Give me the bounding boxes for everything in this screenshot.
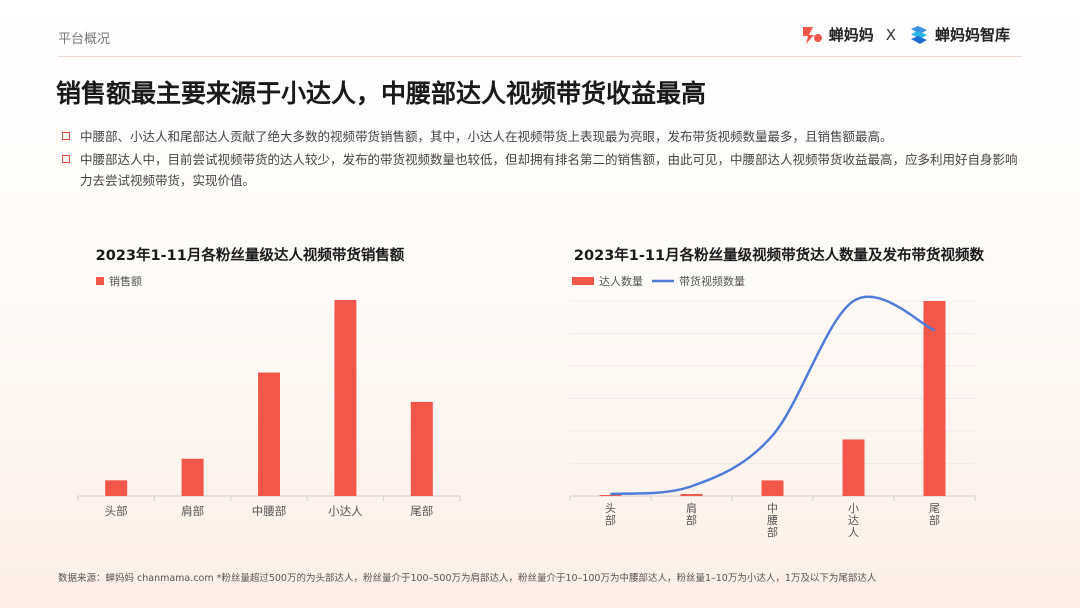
creator-count-bar bbox=[761, 480, 784, 496]
video-count-point bbox=[772, 435, 773, 437]
bullet-item: 中腰部、小达人和尾部达人贡献了绝大多数的视频带货销售额，其中，小达人在视频带货上… bbox=[62, 126, 1024, 147]
sales-bar bbox=[334, 300, 357, 496]
x-tick-label: 尾部 bbox=[929, 502, 940, 527]
video-count-line bbox=[610, 295, 936, 496]
chanmama-logo: 蝉妈妈 bbox=[800, 24, 874, 45]
sales-bar bbox=[258, 372, 280, 496]
sales-bar bbox=[410, 401, 433, 496]
legend-label: 带货视频数量 bbox=[679, 274, 745, 288]
legend-label: 销售额 bbox=[109, 274, 142, 288]
x-tick-label: 肩部 bbox=[181, 504, 204, 518]
source-footnote: 数据来源：蝉妈妈 chanmama.com *粉丝量超过500万的为头部达人，粉… bbox=[58, 573, 877, 584]
x-tick-label: 头部 bbox=[105, 504, 128, 518]
creator-count-bar bbox=[923, 301, 946, 496]
sales-bar bbox=[105, 480, 128, 496]
chart-title: 2023年1-11月各粉丝量级达人视频带货销售额 bbox=[96, 246, 405, 264]
bullet-item: 中腰部达人中，目前尝试视频带货的达人较少，发布的带货视频数量也较低，但却拥有排名… bbox=[62, 149, 1024, 191]
sales-bar bbox=[181, 458, 204, 496]
x-tick-label: 小达人 bbox=[328, 504, 363, 518]
creator-count-bar bbox=[842, 439, 865, 496]
creator-count-bar bbox=[599, 495, 622, 497]
creator-count-bar bbox=[680, 494, 703, 496]
creator-video-combo-chart: 2023年1-11月各粉丝量级视频带货达人数量及发布带货视频数 达人数量 带货视… bbox=[569, 246, 985, 539]
x-tick-label: 中腰部 bbox=[252, 504, 287, 518]
video-count-point bbox=[610, 493, 611, 495]
x-tick-label: 尾部 bbox=[410, 504, 433, 518]
legend-swatch-bars bbox=[572, 277, 594, 285]
bullet-text: 中腰部达人中，目前尝试视频带货的达人较少，发布的带货视频数量也较低，但却拥有排名… bbox=[80, 152, 1018, 188]
legend-label: 达人数量 bbox=[599, 275, 643, 288]
brand-left-text: 蝉妈妈 bbox=[828, 26, 874, 44]
video-count-point bbox=[691, 485, 692, 487]
brand-separator: X bbox=[885, 25, 896, 44]
section-label: 平台概况 bbox=[58, 32, 111, 47]
page-title: 销售额最主要来源于小达人，中腰部达人视频带货收益最高 bbox=[56, 79, 707, 108]
square-bullet-icon bbox=[62, 132, 70, 140]
x-tick-label: 头部 bbox=[605, 502, 616, 527]
chanmama-zhiku-logo: 蝉妈妈智库 bbox=[908, 24, 1010, 45]
bullet-text: 中腰部、小达人和尾部达人贡献了绝大多数的视频带货销售额，其中，小达人在视频带货上… bbox=[80, 129, 893, 144]
chanmama-logo-icon bbox=[802, 26, 822, 44]
x-tick-label: 中腰部 bbox=[767, 502, 778, 539]
chart-title: 2023年1-11月各粉丝量级视频带货达人数量及发布带货视频数 bbox=[574, 246, 985, 264]
brand-right-text: 蝉妈妈智库 bbox=[934, 26, 1010, 44]
bullet-list: 中腰部、小达人和尾部达人贡献了绝大多数的视频带货销售额，其中，小达人在视频带货上… bbox=[62, 126, 1024, 193]
x-tick-label: 肩部 bbox=[686, 501, 697, 527]
video-count-point bbox=[853, 300, 854, 302]
header-divider bbox=[58, 56, 1022, 57]
square-bullet-icon bbox=[62, 155, 70, 163]
brand-area: 蝉妈妈 X 蝉妈妈智库 bbox=[800, 24, 1010, 45]
x-tick-label: 小达人 bbox=[848, 502, 859, 539]
legend-swatch bbox=[96, 277, 104, 285]
sales-bar-chart: 2023年1-11月各粉丝量级达人视频带货销售额 销售额 头部 肩部 中腰部 小达人 尾… bbox=[77, 246, 461, 518]
zhiku-logo-icon bbox=[910, 25, 927, 44]
video-count-point bbox=[934, 329, 935, 331]
